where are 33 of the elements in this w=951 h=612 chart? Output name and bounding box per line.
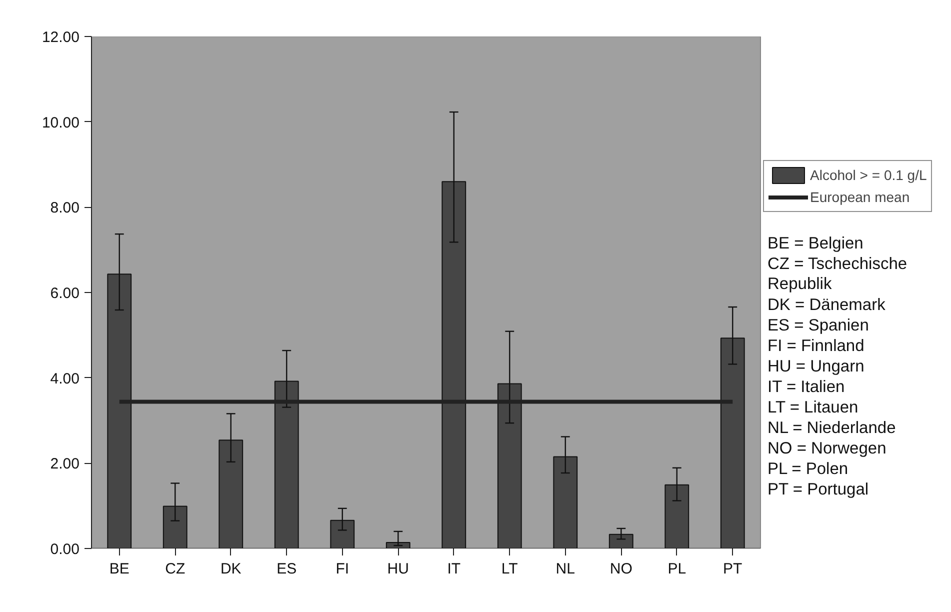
y-tick-label: 4.00 (50, 370, 80, 388)
text: LT = Litauen (768, 398, 858, 416)
x-tick-label: LT (501, 560, 518, 578)
text: NO = Norwegen (768, 440, 886, 458)
y-tick-label: 8.00 (50, 200, 80, 217)
x-tick-label: DK (220, 560, 242, 578)
x-tick-label: CZ (165, 560, 186, 578)
text: CZ = Tschechische Republik (768, 255, 908, 293)
x-tick-label: NL (556, 560, 575, 578)
legend-label: Alcohol > = 0.1 g/L (810, 167, 927, 183)
text: FI = Finnland (768, 337, 864, 355)
x-tick-label: BE (109, 560, 130, 578)
x-tick-label: HU (387, 560, 409, 578)
y-tick-label: 10.00 (42, 114, 80, 132)
text: DK = Dänemark (768, 296, 886, 314)
x-tick-label: PT (723, 560, 742, 578)
x-tick-label: PL (668, 560, 686, 578)
x-tick-label: FI (336, 560, 350, 578)
text: IT = Italien (768, 378, 845, 396)
y-tick-label: 0.00 (50, 541, 80, 558)
x-tick-label: NO (610, 560, 632, 578)
text: BE = Belgien (768, 234, 864, 252)
text: NL = Niederlande (768, 419, 896, 437)
x-tick-label: ES (276, 560, 297, 578)
text: PT = Portugal (768, 480, 869, 498)
y-tick-label: 12.00 (42, 29, 80, 46)
x-tick-label: IT (447, 560, 461, 578)
y-tick-label: 2.00 (50, 456, 80, 473)
legend-label: European mean (810, 189, 910, 205)
text: ES = Spanien (768, 316, 869, 334)
text: HU = Ungarn (768, 358, 864, 376)
text: PL = Polen (768, 460, 848, 478)
y-tick-label: 6.00 (50, 285, 80, 302)
